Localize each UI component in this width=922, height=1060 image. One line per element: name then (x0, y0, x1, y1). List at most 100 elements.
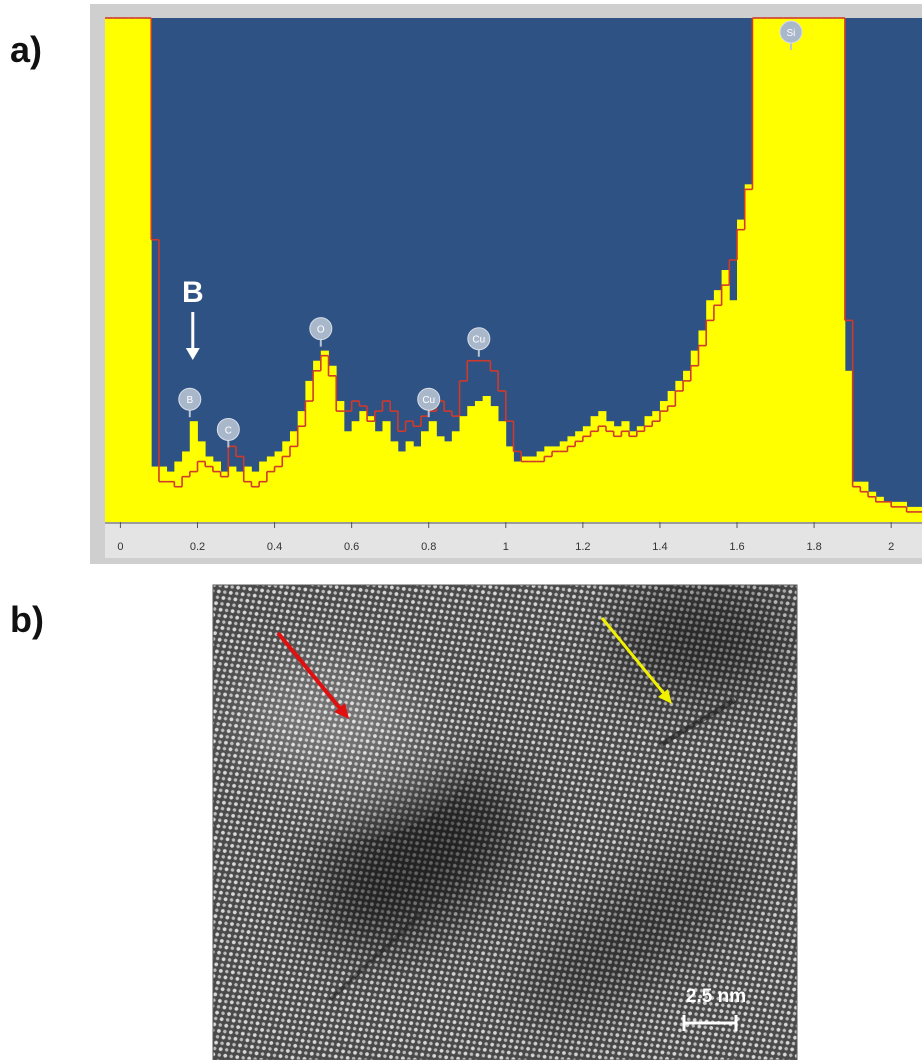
bar (883, 501, 892, 522)
bar (821, 18, 830, 522)
bar (729, 300, 738, 522)
bar (243, 466, 252, 522)
bar (128, 18, 137, 522)
bar (559, 441, 568, 522)
bar (313, 360, 322, 522)
bar (829, 18, 838, 522)
yellow-arrow (600, 617, 672, 704)
bar (135, 18, 144, 522)
red-arrow (276, 631, 349, 719)
peak-label: B (186, 395, 193, 406)
bar (289, 431, 299, 522)
bar (444, 441, 453, 522)
bar (421, 431, 430, 522)
bar (105, 18, 114, 522)
bar (644, 416, 653, 522)
peak-marker (467, 327, 491, 351)
bar (266, 456, 275, 522)
bar (436, 436, 445, 522)
bar (690, 350, 699, 522)
peak-label: Cu (422, 395, 435, 406)
bar (767, 18, 776, 522)
panel-label: a) (10, 29, 42, 70)
x-tick-label: 1 (503, 541, 509, 553)
bar (343, 431, 353, 522)
image-border (212, 584, 798, 1060)
bar (382, 421, 391, 522)
bar (459, 416, 468, 522)
peak-label: O (317, 325, 325, 336)
bar (906, 506, 915, 522)
bar (544, 446, 553, 522)
bar (621, 421, 630, 522)
spectrum (105, 17, 922, 522)
peak-marker (216, 417, 240, 441)
bar (158, 466, 168, 522)
bar (536, 451, 545, 522)
bar (798, 18, 807, 522)
bar (112, 18, 121, 522)
bar (474, 401, 484, 522)
bar (582, 426, 591, 522)
bar (351, 421, 360, 522)
bar (205, 456, 214, 522)
bar (274, 451, 283, 522)
x-tick-label: 0.6 (344, 541, 359, 553)
bar (590, 416, 599, 522)
bar (374, 431, 383, 522)
bar (721, 270, 730, 522)
x-tick-label: 0.8 (421, 541, 436, 553)
peak-label: Cu (472, 335, 485, 346)
peak-label: Si (787, 28, 796, 39)
bar (498, 421, 507, 522)
bar (667, 390, 676, 522)
bar (336, 401, 345, 522)
bar (451, 431, 460, 522)
bar (521, 456, 530, 522)
peak-marker (417, 387, 441, 411)
x-axis-strip (105, 522, 922, 558)
bar (814, 18, 823, 522)
bar (320, 350, 329, 522)
bar (490, 406, 499, 522)
bar (482, 396, 491, 522)
bar (174, 461, 183, 522)
bar (505, 446, 514, 522)
scale-bar (682, 1015, 738, 1031)
contrast (240, 585, 790, 1021)
bar (598, 411, 607, 522)
bar (166, 471, 175, 522)
peak-marker (178, 387, 202, 411)
bar (837, 18, 846, 522)
bar (914, 506, 922, 522)
panel-label: b) (10, 599, 44, 640)
bar (636, 426, 645, 522)
bar (197, 441, 206, 522)
peak-label: C (225, 425, 232, 436)
bar (228, 466, 237, 522)
bar (251, 471, 260, 522)
hrtem-image (213, 585, 797, 1060)
bar (737, 219, 746, 522)
bar (297, 411, 306, 522)
bar (613, 426, 622, 522)
bar (629, 431, 638, 522)
bar (744, 184, 753, 522)
bar (143, 18, 152, 522)
bar (605, 421, 615, 522)
bar (783, 18, 792, 522)
bar (259, 461, 268, 522)
x-tick-label: 1.4 (652, 541, 667, 553)
bar (790, 18, 800, 522)
bar (120, 18, 129, 522)
bar (397, 451, 406, 522)
x-tick-label: 0 (117, 541, 123, 553)
bar (405, 441, 414, 522)
bar (513, 461, 522, 522)
bar (328, 365, 337, 522)
bar (752, 18, 761, 522)
bar (182, 451, 191, 522)
bar (151, 466, 160, 522)
x-tick-label: 0.2 (190, 541, 205, 553)
